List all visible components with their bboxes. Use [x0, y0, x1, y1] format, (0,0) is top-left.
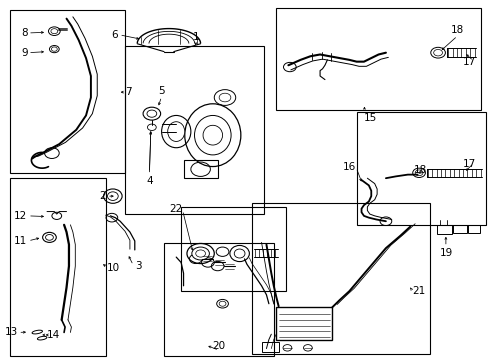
Text: 6: 6	[111, 30, 118, 40]
Bar	[276, 307, 331, 339]
Text: 15: 15	[363, 113, 376, 123]
Bar	[181, 207, 285, 291]
Bar	[261, 342, 278, 352]
Text: 13: 13	[4, 327, 18, 337]
Text: 20: 20	[212, 341, 225, 351]
Ellipse shape	[234, 249, 244, 258]
Text: 2: 2	[99, 191, 105, 201]
Text: 3: 3	[135, 261, 141, 271]
Text: 11: 11	[14, 236, 27, 246]
Text: 8: 8	[21, 28, 27, 38]
Bar	[356, 112, 485, 225]
Text: 4: 4	[146, 176, 152, 186]
Text: 16: 16	[342, 162, 355, 172]
Text: 9: 9	[21, 48, 27, 58]
Bar	[452, 225, 466, 233]
Text: 22: 22	[168, 204, 182, 215]
Text: 5: 5	[158, 86, 164, 96]
Text: 17: 17	[462, 57, 475, 67]
Text: 14: 14	[47, 330, 60, 340]
Bar	[163, 243, 273, 356]
Bar	[276, 8, 480, 110]
Bar	[10, 178, 105, 356]
Ellipse shape	[167, 122, 184, 141]
Ellipse shape	[107, 192, 118, 201]
Text: 7: 7	[125, 87, 132, 97]
Bar	[467, 225, 479, 233]
Bar	[10, 10, 125, 173]
Text: 19: 19	[439, 248, 452, 258]
Ellipse shape	[194, 116, 231, 155]
Bar	[436, 225, 451, 234]
Text: 18: 18	[450, 25, 463, 35]
Circle shape	[191, 247, 209, 260]
Bar	[125, 45, 264, 214]
Bar	[251, 203, 429, 354]
Text: 18: 18	[412, 165, 426, 175]
Text: 1: 1	[192, 32, 199, 42]
Text: 21: 21	[411, 286, 424, 296]
Bar	[183, 160, 217, 178]
Text: 12: 12	[14, 211, 27, 221]
Text: 17: 17	[462, 159, 475, 169]
Text: 10: 10	[107, 263, 120, 273]
